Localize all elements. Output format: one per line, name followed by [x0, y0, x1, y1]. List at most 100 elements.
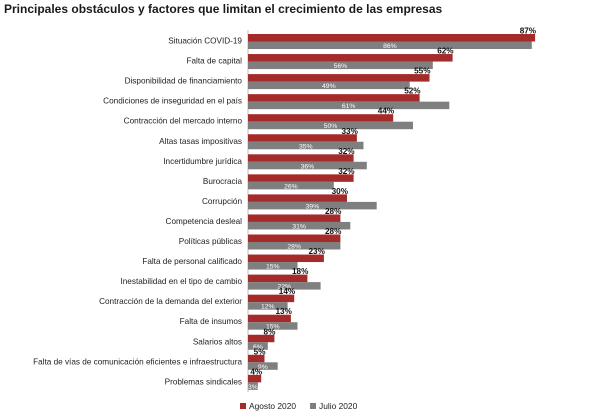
legend-item-julio: Julio 2020 — [310, 401, 357, 411]
category-label-burocracia: Burocracia — [203, 177, 243, 186]
value-label-julio-inestabilidad-en-el-tipo-de-cambio: 22% — [277, 284, 291, 291]
category-label-salarios-altos: Salarios altos — [193, 337, 242, 346]
value-label-julio-competencia-desleal: 31% — [292, 223, 306, 230]
bars-layer — [248, 34, 536, 390]
bar-agosto-contraccion-del-mercado-interno — [248, 114, 394, 122]
category-label-inestabilidad-en-el-tipo-de-cambio: Inestabilidad en el tipo de cambio — [120, 277, 242, 286]
value-label-julio-contraccion-del-mercado-interno: 50% — [324, 123, 338, 130]
value-label-julio-situacion-covid-19: 86% — [383, 43, 397, 50]
bar-julio-corrupcion — [248, 201, 377, 210]
value-label-agosto-incertidumbre-juridica: 32% — [338, 147, 355, 156]
category-label-altas-tasas-impositivas: Altas tasas impositivas — [159, 137, 242, 146]
value-label-agosto-disponibilidad-de-financiamiento: 55% — [414, 67, 431, 76]
value-label-julio-contraccion-de-la-demanda-del-exterior: 12% — [261, 304, 275, 311]
category-label-incertidumbre-juridica: Incertidumbre jurídica — [163, 157, 242, 166]
legend-label-agosto: Agosto 2020 — [249, 401, 297, 411]
value-label-agosto-condiciones-de-inseguridad-en-el-pais: 52% — [404, 87, 421, 96]
category-label-falta-de-personal-calificado: Falta de personal calificado — [142, 257, 242, 266]
value-label-agosto-situacion-covid-19: 87% — [520, 27, 537, 36]
bar-julio-problemas-sindicales — [248, 382, 258, 390]
bar-agosto-falta-de-vias-de-comunicacion-eficientes-e-infraestructura — [248, 354, 265, 363]
category-label-contraccion-de-la-demanda-del-exterior: Contracción de la demanda del exterior — [99, 297, 242, 306]
bar-agosto-contraccion-de-la-demanda-del-exterior — [248, 294, 295, 303]
bar-julio-salarios-altos — [248, 342, 268, 350]
value-label-agosto-falta-de-personal-calificado: 23% — [309, 247, 326, 256]
bar-julio-burocracia — [248, 181, 334, 190]
legend-swatch-agosto — [240, 403, 246, 409]
value-label-agosto-falta-de-vias-de-comunicacion-eficientes-e-infraestructura: 5% — [254, 347, 267, 356]
value-label-julio-politicas-publicas: 28% — [287, 244, 301, 251]
bar-julio-contraccion-de-la-demanda-del-exterior — [248, 302, 288, 310]
category-label-competencia-desleal: Competencia desleal — [166, 217, 243, 226]
bar-agosto-condiciones-de-inseguridad-en-el-pais — [248, 94, 420, 102]
bar-julio-falta-de-vias-de-comunicacion-eficientes-e-infraestructura — [248, 362, 278, 370]
labels-layer: Situación COVID-19 87% 86% Falta de capital… — [33, 27, 537, 391]
value-label-agosto-corrupcion: 30% — [332, 187, 349, 196]
value-label-julio-falta-de-capital: 56% — [334, 63, 348, 70]
legend: Agosto 2020 Julio 2020 — [240, 401, 357, 411]
bar-agosto-altas-tasas-impositivas — [248, 134, 357, 142]
bar-agosto-problemas-sindicales — [248, 374, 262, 383]
category-label-condiciones-de-inseguridad-en-el-pais: Condiciones de inseguridad en el país — [103, 97, 242, 106]
value-label-julio-disponibilidad-de-financiamiento: 49% — [322, 83, 336, 90]
bar-agosto-disponibilidad-de-financiamiento — [248, 74, 430, 82]
bar-agosto-falta-de-personal-calificado — [248, 254, 324, 263]
value-label-julio-salarios-altos: 6% — [253, 344, 263, 351]
bar-julio-competencia-desleal — [248, 221, 351, 230]
category-label-falta-de-capital: Falta de capital — [186, 57, 242, 66]
value-label-agosto-altas-tasas-impositivas: 33% — [342, 127, 359, 136]
value-label-julio-falta-de-personal-calificado: 15% — [266, 264, 280, 271]
value-label-agosto-politicas-publicas: 28% — [325, 227, 342, 236]
value-label-julio-altas-tasas-impositivas: 35% — [299, 143, 313, 150]
bar-agosto-falta-de-capital — [248, 54, 453, 62]
value-label-julio-falta-de-vias-de-comunicacion-eficientes-e-infraestructura: 9% — [258, 364, 268, 371]
bar-julio-situacion-covid-19 — [248, 41, 532, 49]
value-label-julio-problemas-sindicales: 3% — [248, 384, 258, 391]
value-label-agosto-inestabilidad-en-el-tipo-de-cambio: 18% — [292, 267, 309, 276]
category-label-situacion-covid-19: Situación COVID-19 — [168, 37, 242, 46]
bar-julio-falta-de-capital — [248, 61, 433, 70]
value-label-agosto-falta-de-insumos: 13% — [276, 307, 293, 316]
bar-agosto-situacion-covid-19 — [248, 34, 536, 42]
bar-agosto-burocracia — [248, 174, 354, 182]
bar-julio-incertidumbre-juridica — [248, 161, 367, 170]
category-label-falta-de-vias-de-comunicacion-eficientes-e-infraestructura: Falta de vías de comunicación eficientes… — [33, 357, 242, 366]
category-label-politicas-publicas: Políticas públicas — [179, 237, 242, 246]
value-label-julio-falta-de-insumos: 15% — [266, 324, 280, 331]
category-label-corrupcion: Corrupción — [202, 197, 242, 206]
legend-swatch-julio — [310, 403, 317, 409]
value-label-julio-condiciones-de-inseguridad-en-el-pais: 61% — [342, 103, 356, 110]
value-label-agosto-problemas-sindicales: 4% — [250, 367, 263, 376]
bar-agosto-competencia-desleal — [248, 214, 341, 222]
bar-agosto-inestabilidad-en-el-tipo-de-cambio — [248, 274, 308, 283]
value-label-julio-corrupcion: 39% — [306, 203, 320, 210]
value-label-julio-incertidumbre-juridica: 36% — [301, 163, 315, 170]
bar-julio-politicas-publicas — [248, 242, 341, 250]
legend-label-julio: Julio 2020 — [319, 401, 358, 411]
bar-julio-condiciones-de-inseguridad-en-el-pais — [248, 101, 450, 110]
bar-agosto-incertidumbre-juridica — [248, 154, 354, 162]
value-label-agosto-falta-de-capital: 62% — [437, 47, 454, 56]
category-label-contraccion-del-mercado-interno: Contracción del mercado interno — [124, 117, 243, 126]
bar-julio-altas-tasas-impositivas — [248, 141, 364, 150]
value-label-julio-burocracia: 26% — [284, 183, 298, 190]
value-label-agosto-competencia-desleal: 28% — [325, 207, 342, 216]
bar-julio-falta-de-personal-calificado — [248, 262, 298, 270]
legend-item-agosto: Agosto 2020 — [240, 401, 296, 411]
bar-julio-contraccion-del-mercado-interno — [248, 121, 413, 130]
chart-title: Principales obstáculos y factores que li… — [4, 2, 443, 16]
category-label-problemas-sindicales: Problemas sindicales — [165, 377, 242, 386]
value-label-agosto-contraccion-de-la-demanda-del-exterior: 14% — [279, 287, 296, 296]
value-label-agosto-burocracia: 32% — [338, 167, 355, 176]
bar-agosto-politicas-publicas — [248, 234, 341, 242]
bar-julio-falta-de-insumos — [248, 322, 298, 330]
bar-julio-inestabilidad-en-el-tipo-de-cambio — [248, 282, 321, 290]
category-label-falta-de-insumos: Falta de insumos — [180, 317, 242, 326]
bar-agosto-salarios-altos — [248, 334, 275, 343]
bar-agosto-falta-de-insumos — [248, 314, 291, 323]
value-label-agosto-contraccion-del-mercado-interno: 44% — [378, 107, 395, 116]
bar-julio-disponibilidad-de-financiamiento — [248, 81, 410, 90]
category-label-disponibilidad-de-financiamiento: Disponibilidad de financiamiento — [125, 77, 243, 86]
bar-agosto-corrupcion — [248, 194, 347, 202]
